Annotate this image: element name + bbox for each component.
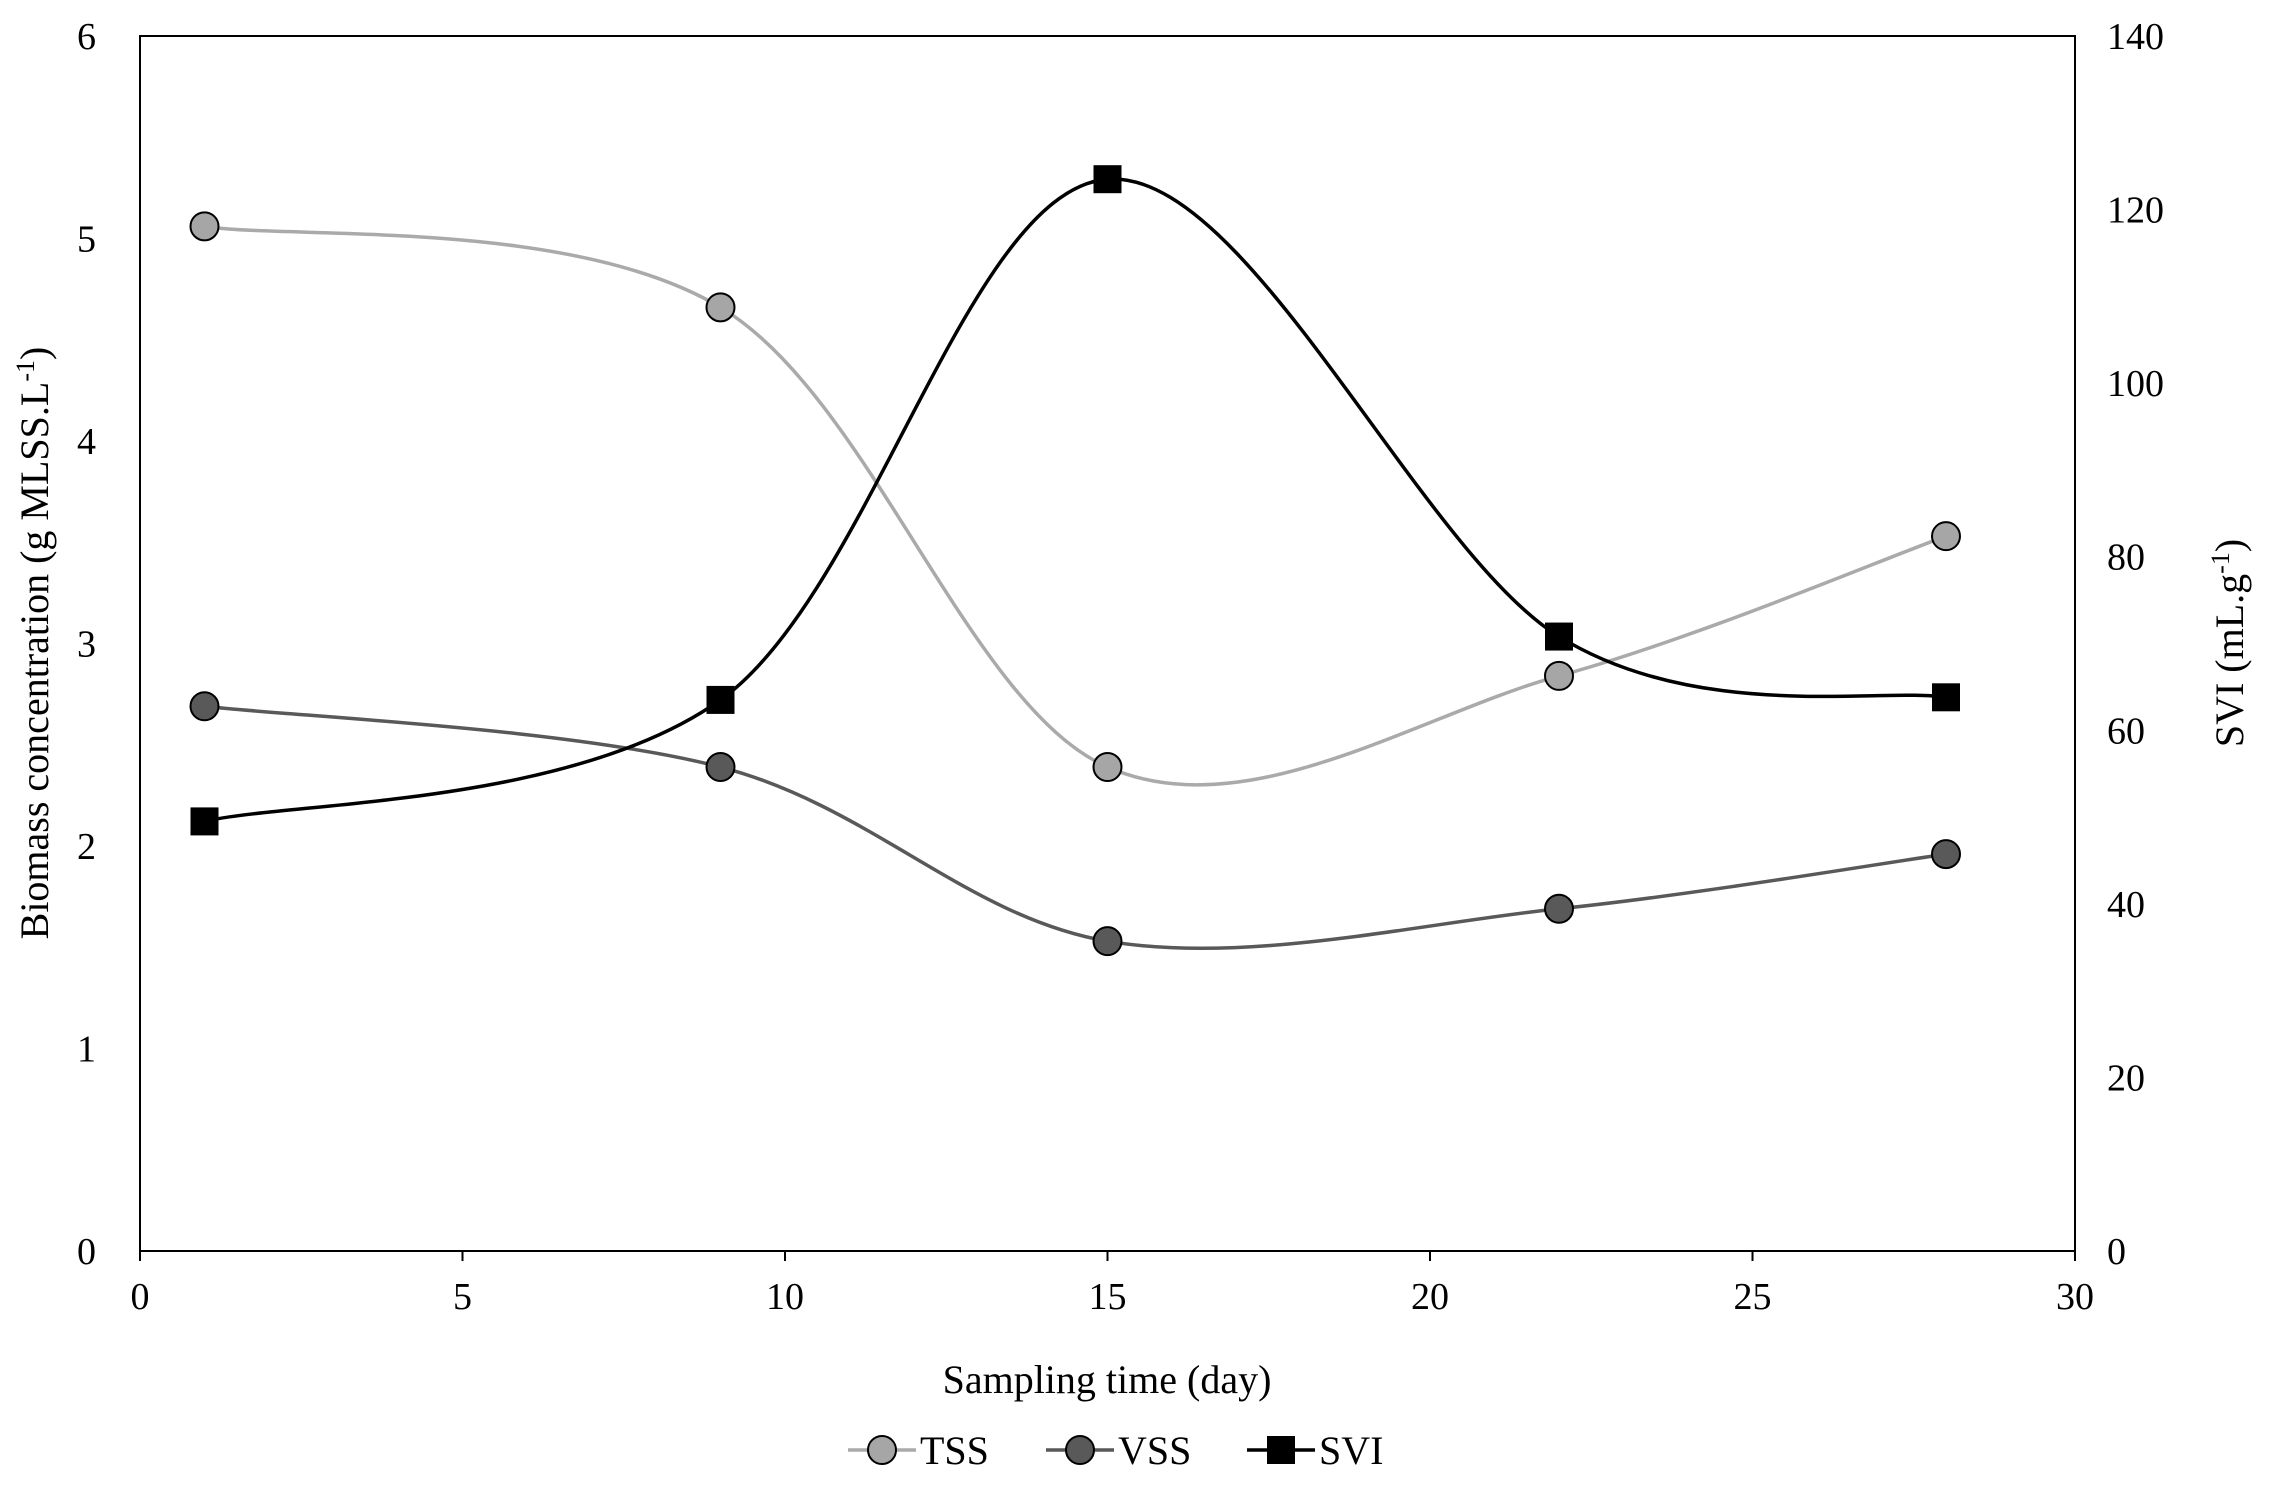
left-y-tick-label: 1 [77,1029,96,1071]
tss-legend-marker [867,1435,897,1465]
svi-legend-label: SVI [1319,1428,1383,1473]
right-y-axis-title-close: ) [2207,539,2252,552]
left-y-tick-label: 0 [77,1231,96,1273]
tss-point [1544,660,1574,691]
right-y-tick-label: 120 [2107,190,2164,232]
right-y-axis-title-main: SVI (mL.g [2207,574,2252,747]
left-y-tick-label: 5 [77,219,96,261]
svi-point [190,807,219,836]
vss-point [1092,926,1123,957]
vss-point [1931,839,1961,870]
right-y-axis-title: SVI (mL.g-1) [2206,539,2253,747]
left-y-tick-label: 2 [77,826,96,868]
vss-point [189,691,220,722]
vss-point [705,752,736,783]
x-axis-title: Sampling time (day) [943,1357,1272,1402]
right-y-tick-label: 20 [2107,1057,2145,1099]
x-tick-label: 0 [131,1276,150,1318]
x-tick-label: 30 [2056,1276,2094,1318]
right-y-tick-label: 140 [2107,16,2164,58]
right-y-axis-title-sup: -1 [2206,552,2235,574]
right-y-tick-label: 80 [2107,537,2145,579]
svi-series-line [204,177,1947,824]
tss-legend-label: TSS [920,1428,989,1473]
vss-series-line [204,704,1947,951]
vss-point [1544,893,1574,924]
tss-series-line [204,224,1947,787]
svi-point [1932,683,1960,712]
left-y-tick-label: 3 [77,624,96,666]
series-lines [204,177,1947,951]
svi-point [706,685,735,714]
right-y-axis-ticks: 0 20 40 60 80 100 120 140 [2107,16,2164,1273]
svi-legend-marker [1267,1436,1295,1464]
tss-point [1931,521,1961,552]
left-y-axis-title-main: Biomass concentration (g MLSS.L [12,382,57,940]
chart-legend: TSS VSS SVI [848,1428,1383,1473]
left-y-axis-title: Biomass concentration (g MLSS.L-1) [11,347,58,940]
right-y-tick-label: 0 [2107,1231,2126,1273]
right-y-tick-label: 40 [2107,884,2145,926]
left-y-axis-ticks: 0 1 2 3 4 5 6 [77,16,96,1273]
svi-point [1545,622,1573,651]
x-tick-label: 15 [1089,1276,1127,1318]
svi-point [1093,165,1122,194]
left-y-tick-label: 4 [77,421,96,463]
left-y-axis-title-sup: -1 [11,360,40,382]
x-axis-ticks: 0 5 10 15 20 25 30 [131,1251,2094,1318]
x-tick-label: 10 [766,1276,804,1318]
x-tick-label: 25 [1734,1276,1772,1318]
right-y-tick-label: 100 [2107,363,2164,405]
left-y-tick-label: 6 [77,16,96,58]
left-y-axis-title-close: ) [12,347,57,360]
x-tick-label: 5 [453,1276,472,1318]
tss-point [1092,752,1123,783]
tss-point [705,292,736,323]
x-tick-label: 20 [1411,1276,1449,1318]
series-markers [189,165,1961,957]
tss-point [189,211,220,242]
plot-area-frame [139,35,2076,1252]
vss-legend-label: VSS [1118,1428,1191,1473]
vss-legend-marker [1065,1435,1095,1465]
right-y-tick-label: 60 [2107,710,2145,752]
